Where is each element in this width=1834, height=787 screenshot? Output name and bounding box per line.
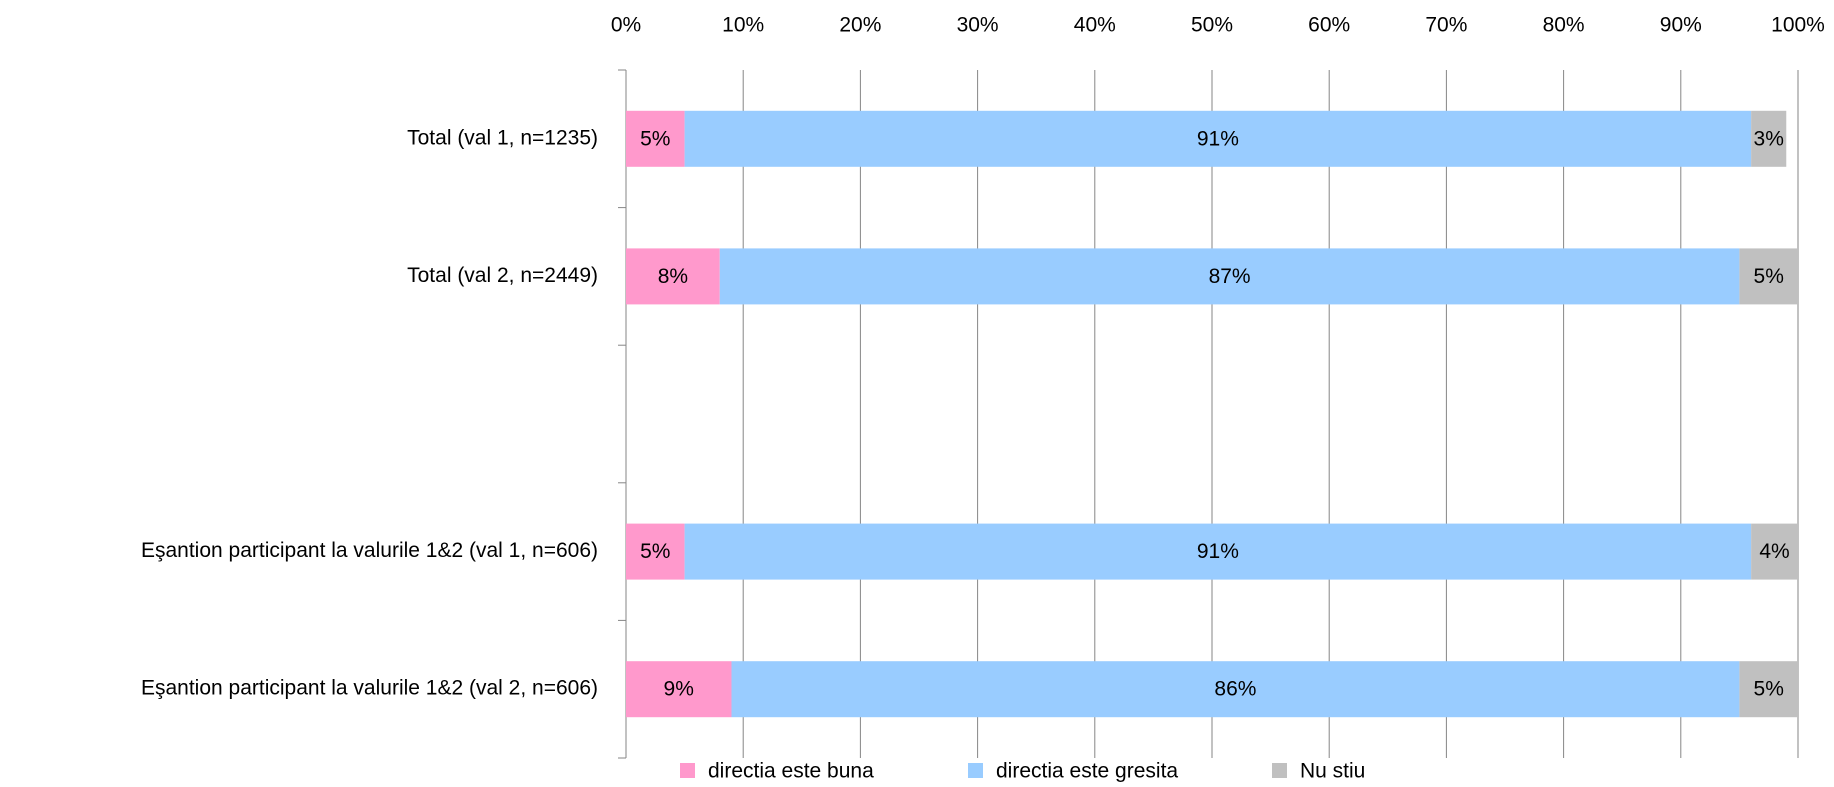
data-label: 9% bbox=[664, 678, 694, 701]
x-tick-label: 20% bbox=[839, 14, 881, 37]
legend-swatch bbox=[968, 763, 983, 778]
x-tick-label: 90% bbox=[1660, 14, 1702, 37]
x-tick-label: 0% bbox=[611, 14, 641, 37]
y-tick-label: Eşantion participant la valurile 1&2 (va… bbox=[141, 539, 598, 562]
bar-segment bbox=[1751, 523, 1798, 580]
x-tick-label: 30% bbox=[957, 14, 999, 37]
data-label: 5% bbox=[1754, 265, 1784, 288]
data-label: 5% bbox=[640, 127, 670, 150]
data-label: 87% bbox=[1209, 265, 1251, 288]
bar-segment bbox=[684, 110, 1752, 167]
y-tick-label: Eşantion participant la valurile 1&2 (va… bbox=[141, 677, 598, 700]
x-tick-label: 40% bbox=[1074, 14, 1116, 37]
x-tick-label: 80% bbox=[1543, 14, 1585, 37]
bar-segment bbox=[626, 110, 685, 167]
bar-segment bbox=[719, 248, 1740, 305]
bar-segment bbox=[1739, 248, 1798, 305]
bar-segment bbox=[626, 661, 732, 718]
data-label: 86% bbox=[1214, 678, 1256, 701]
data-label: 91% bbox=[1197, 127, 1239, 150]
data-label: 8% bbox=[658, 265, 688, 288]
legend-swatch bbox=[1272, 763, 1287, 778]
data-label: 5% bbox=[1754, 678, 1784, 701]
legend-label: directia este buna bbox=[708, 760, 874, 783]
x-tick-label: 10% bbox=[722, 14, 764, 37]
legend-label: directia este gresita bbox=[996, 760, 1178, 783]
x-tick-label: 70% bbox=[1425, 14, 1467, 37]
bar-segment bbox=[626, 523, 685, 580]
x-tick-label: 100% bbox=[1771, 14, 1825, 37]
legend-swatch bbox=[680, 763, 695, 778]
data-label: 3% bbox=[1754, 127, 1784, 150]
bar-segment bbox=[731, 661, 1740, 718]
data-label: 91% bbox=[1197, 540, 1239, 563]
data-label: 5% bbox=[640, 540, 670, 563]
bar-segment bbox=[626, 248, 720, 305]
bar-segment bbox=[1739, 661, 1798, 718]
y-tick-label: Total (val 2, n=2449) bbox=[407, 264, 598, 287]
data-label: 4% bbox=[1759, 540, 1789, 563]
x-tick-label: 50% bbox=[1191, 14, 1233, 37]
y-tick-label: Total (val 1, n=1235) bbox=[407, 126, 598, 149]
legend-label: Nu stiu bbox=[1300, 760, 1365, 783]
x-tick-label: 60% bbox=[1308, 14, 1350, 37]
bar-segment bbox=[1751, 110, 1787, 167]
bar-segment bbox=[684, 523, 1752, 580]
